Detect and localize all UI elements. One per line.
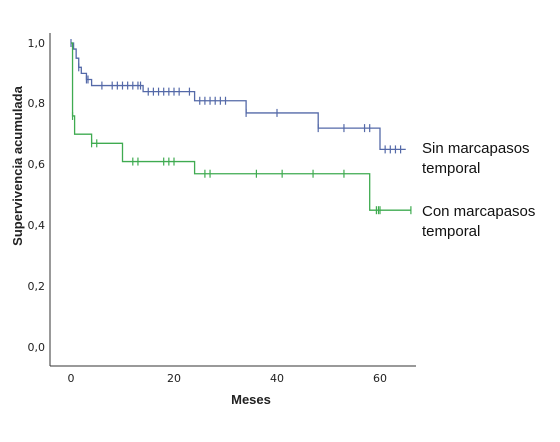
legend-label-con-line1: Con marcapasos — [422, 203, 535, 220]
x-tick-label: 0 — [68, 372, 75, 385]
y-tick-label: 0,2 — [28, 280, 46, 293]
series-con-marcapasos — [71, 42, 412, 215]
y-tick-label: 0,0 — [28, 341, 46, 354]
survival-curve-line — [71, 42, 411, 211]
x-tick-label: 40 — [270, 372, 284, 385]
x-axis-title: Meses — [231, 392, 271, 407]
legend: Sin marcapasos temporal Con marcapasos t… — [422, 140, 535, 240]
y-tick-label: 0,8 — [28, 97, 46, 110]
survival-curve-line — [71, 42, 406, 151]
y-axis-title: Supervivencia acumulada — [10, 85, 25, 245]
legend-label-sin-line1: Sin marcapasos — [422, 140, 530, 157]
series-layer — [70, 39, 412, 215]
legend-label-con-line2: temporal — [422, 223, 480, 240]
y-tick-label: 1,0 — [28, 37, 46, 50]
x-tick-label: 60 — [373, 372, 387, 385]
y-tick-label: 0,4 — [28, 219, 46, 232]
legend-label-sin-line2: temporal — [422, 160, 480, 177]
y-tick-label: 0,6 — [28, 158, 46, 171]
x-tick-label: 20 — [167, 372, 181, 385]
series-sin-marcapasos — [70, 39, 406, 154]
